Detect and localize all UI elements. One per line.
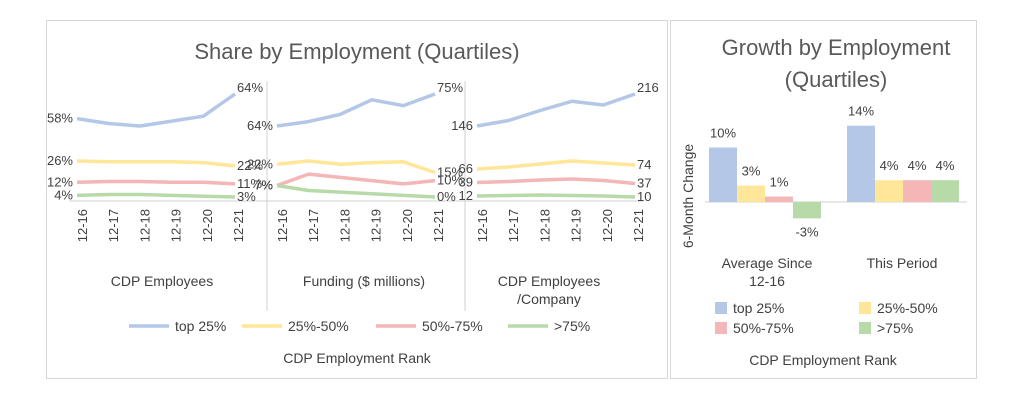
- legend-swatch: [715, 322, 727, 334]
- series-start-label: 26%: [47, 153, 73, 168]
- series-start-label: 39: [459, 175, 473, 190]
- bar: [847, 125, 875, 202]
- bar: [875, 180, 903, 202]
- panel-label: CDP Employees: [111, 273, 213, 289]
- share-chart: Share by Employment (Quartiles) 58% 64% 26%…: [47, 39, 659, 366]
- x-tick-label: 12-16: [475, 209, 490, 242]
- x-tick-label: 12-20: [600, 209, 615, 242]
- series-line-1: [76, 92, 237, 128]
- series-end-label: 22%: [237, 158, 263, 173]
- category-label: This Period: [867, 255, 938, 271]
- series-line-2: [476, 159, 636, 171]
- legend-swatch: [859, 302, 871, 314]
- x-tick-label: 12-18: [337, 209, 352, 242]
- bar: [793, 202, 821, 219]
- bar-value-label: 4%: [908, 158, 927, 173]
- series-line-4: [76, 192, 236, 199]
- series-start-label: 7%: [254, 178, 273, 193]
- series-line-3: [276, 172, 436, 188]
- x-tick-label: 12-16: [75, 209, 90, 242]
- x-tick-label: 12-20: [200, 209, 215, 242]
- y-axis-title: 6-Month Change: [680, 144, 696, 249]
- growth-chart-title: (Quartiles): [785, 67, 888, 92]
- series-start-label: 58%: [47, 111, 73, 126]
- series-line-3: [476, 177, 636, 186]
- series-line-1: [476, 92, 636, 128]
- growth-chart-frame: Growth by Employment (Quartiles) 6-Month C…: [670, 20, 977, 379]
- panel-label: Funding ($ millions): [303, 273, 425, 289]
- x-tick-label: 12-21: [631, 209, 646, 242]
- series-line-4: [476, 193, 636, 199]
- legend-label: 50%-75%: [733, 320, 794, 336]
- bar: [903, 180, 931, 202]
- series-start-label: 146: [451, 118, 473, 133]
- bar-value-label: 10%: [710, 126, 736, 141]
- panel-label: /Company: [517, 291, 581, 307]
- series-end-label: 15%: [437, 164, 463, 179]
- series-end-label: 10%: [437, 173, 463, 188]
- series-start-label: 22%: [247, 156, 273, 171]
- series-line-4: [276, 183, 436, 199]
- share-chart-frame: Share by Employment (Quartiles) 58% 64% 26%…: [46, 20, 668, 379]
- legend-label: >75%: [554, 318, 590, 334]
- legend-swatch: [859, 322, 871, 334]
- series-end-label: 10: [637, 189, 651, 204]
- growth-chart-title: Growth by Employment: [722, 35, 951, 60]
- x-axis-title: CDP Employment Rank: [283, 350, 432, 366]
- series-end-label: 11%: [237, 176, 262, 191]
- x-tick-label: 12-19: [569, 209, 584, 242]
- x-tick-label: 12-17: [506, 209, 521, 242]
- series-start-label: 12: [459, 188, 473, 203]
- x-tick-label: 12-18: [537, 209, 552, 242]
- x-tick-label: 12-19: [369, 209, 384, 242]
- series-start-label: 12%: [47, 174, 73, 189]
- bar-value-label: 14%: [848, 104, 874, 119]
- series-end-label: 64%: [237, 80, 263, 95]
- bar-value-label: 4%: [880, 158, 899, 173]
- x-tick-label: 12-17: [306, 209, 321, 242]
- series-start-label: 64%: [247, 118, 273, 133]
- bar: [931, 180, 959, 202]
- bar: [765, 196, 793, 202]
- category-label: Average Since: [722, 255, 813, 271]
- bar-value-label: 4%: [936, 158, 955, 173]
- legend-label: 50%-75%: [422, 318, 483, 334]
- x-axis-title: CDP Employment Rank: [749, 352, 898, 368]
- bar: [737, 185, 765, 202]
- series-end-label: 216: [637, 80, 659, 95]
- panel-label: CDP Employees: [498, 273, 600, 289]
- x-tick-label: 12-16: [275, 209, 290, 242]
- x-tick-label: 12-18: [137, 209, 152, 242]
- series-line-2: [276, 159, 436, 175]
- series-line-3: [76, 179, 236, 186]
- series-line-1: [276, 92, 436, 128]
- legend-swatch: [715, 302, 727, 314]
- series-start-label: 4%: [54, 187, 73, 202]
- legend-label: 25%-50%: [288, 318, 349, 334]
- x-tick-label: 12-21: [231, 209, 246, 242]
- series-end-label: 74: [637, 157, 651, 172]
- x-tick-label: 12-21: [431, 209, 446, 242]
- series-start-label: 66: [459, 161, 473, 176]
- x-tick-label: 12-20: [400, 209, 415, 242]
- bar-value-label: 3%: [742, 164, 761, 179]
- x-tick-label: 12-19: [169, 209, 184, 242]
- series-start-label: 7%: [254, 178, 273, 193]
- legend-label: top 25%: [733, 300, 784, 316]
- legend-label: >75%: [877, 320, 913, 336]
- series-end-label: 3%: [237, 189, 256, 204]
- x-tick-label: 12-17: [106, 209, 121, 242]
- legend-label: top 25%: [175, 318, 226, 334]
- growth-chart: Growth by Employment (Quartiles) 6-Month C…: [680, 35, 967, 368]
- bar-value-label: -3%: [795, 224, 819, 239]
- category-label: 12-16: [749, 273, 785, 289]
- bar: [709, 147, 737, 202]
- series-line-2: [76, 159, 236, 168]
- series-end-label: 37: [637, 176, 651, 191]
- series-end-label: 0%: [437, 189, 456, 204]
- series-end-label: 75%: [437, 80, 463, 95]
- legend-label: 25%-50%: [877, 300, 938, 316]
- bar-value-label: 1%: [770, 175, 789, 190]
- share-chart-title: Share by Employment (Quartiles): [194, 39, 519, 64]
